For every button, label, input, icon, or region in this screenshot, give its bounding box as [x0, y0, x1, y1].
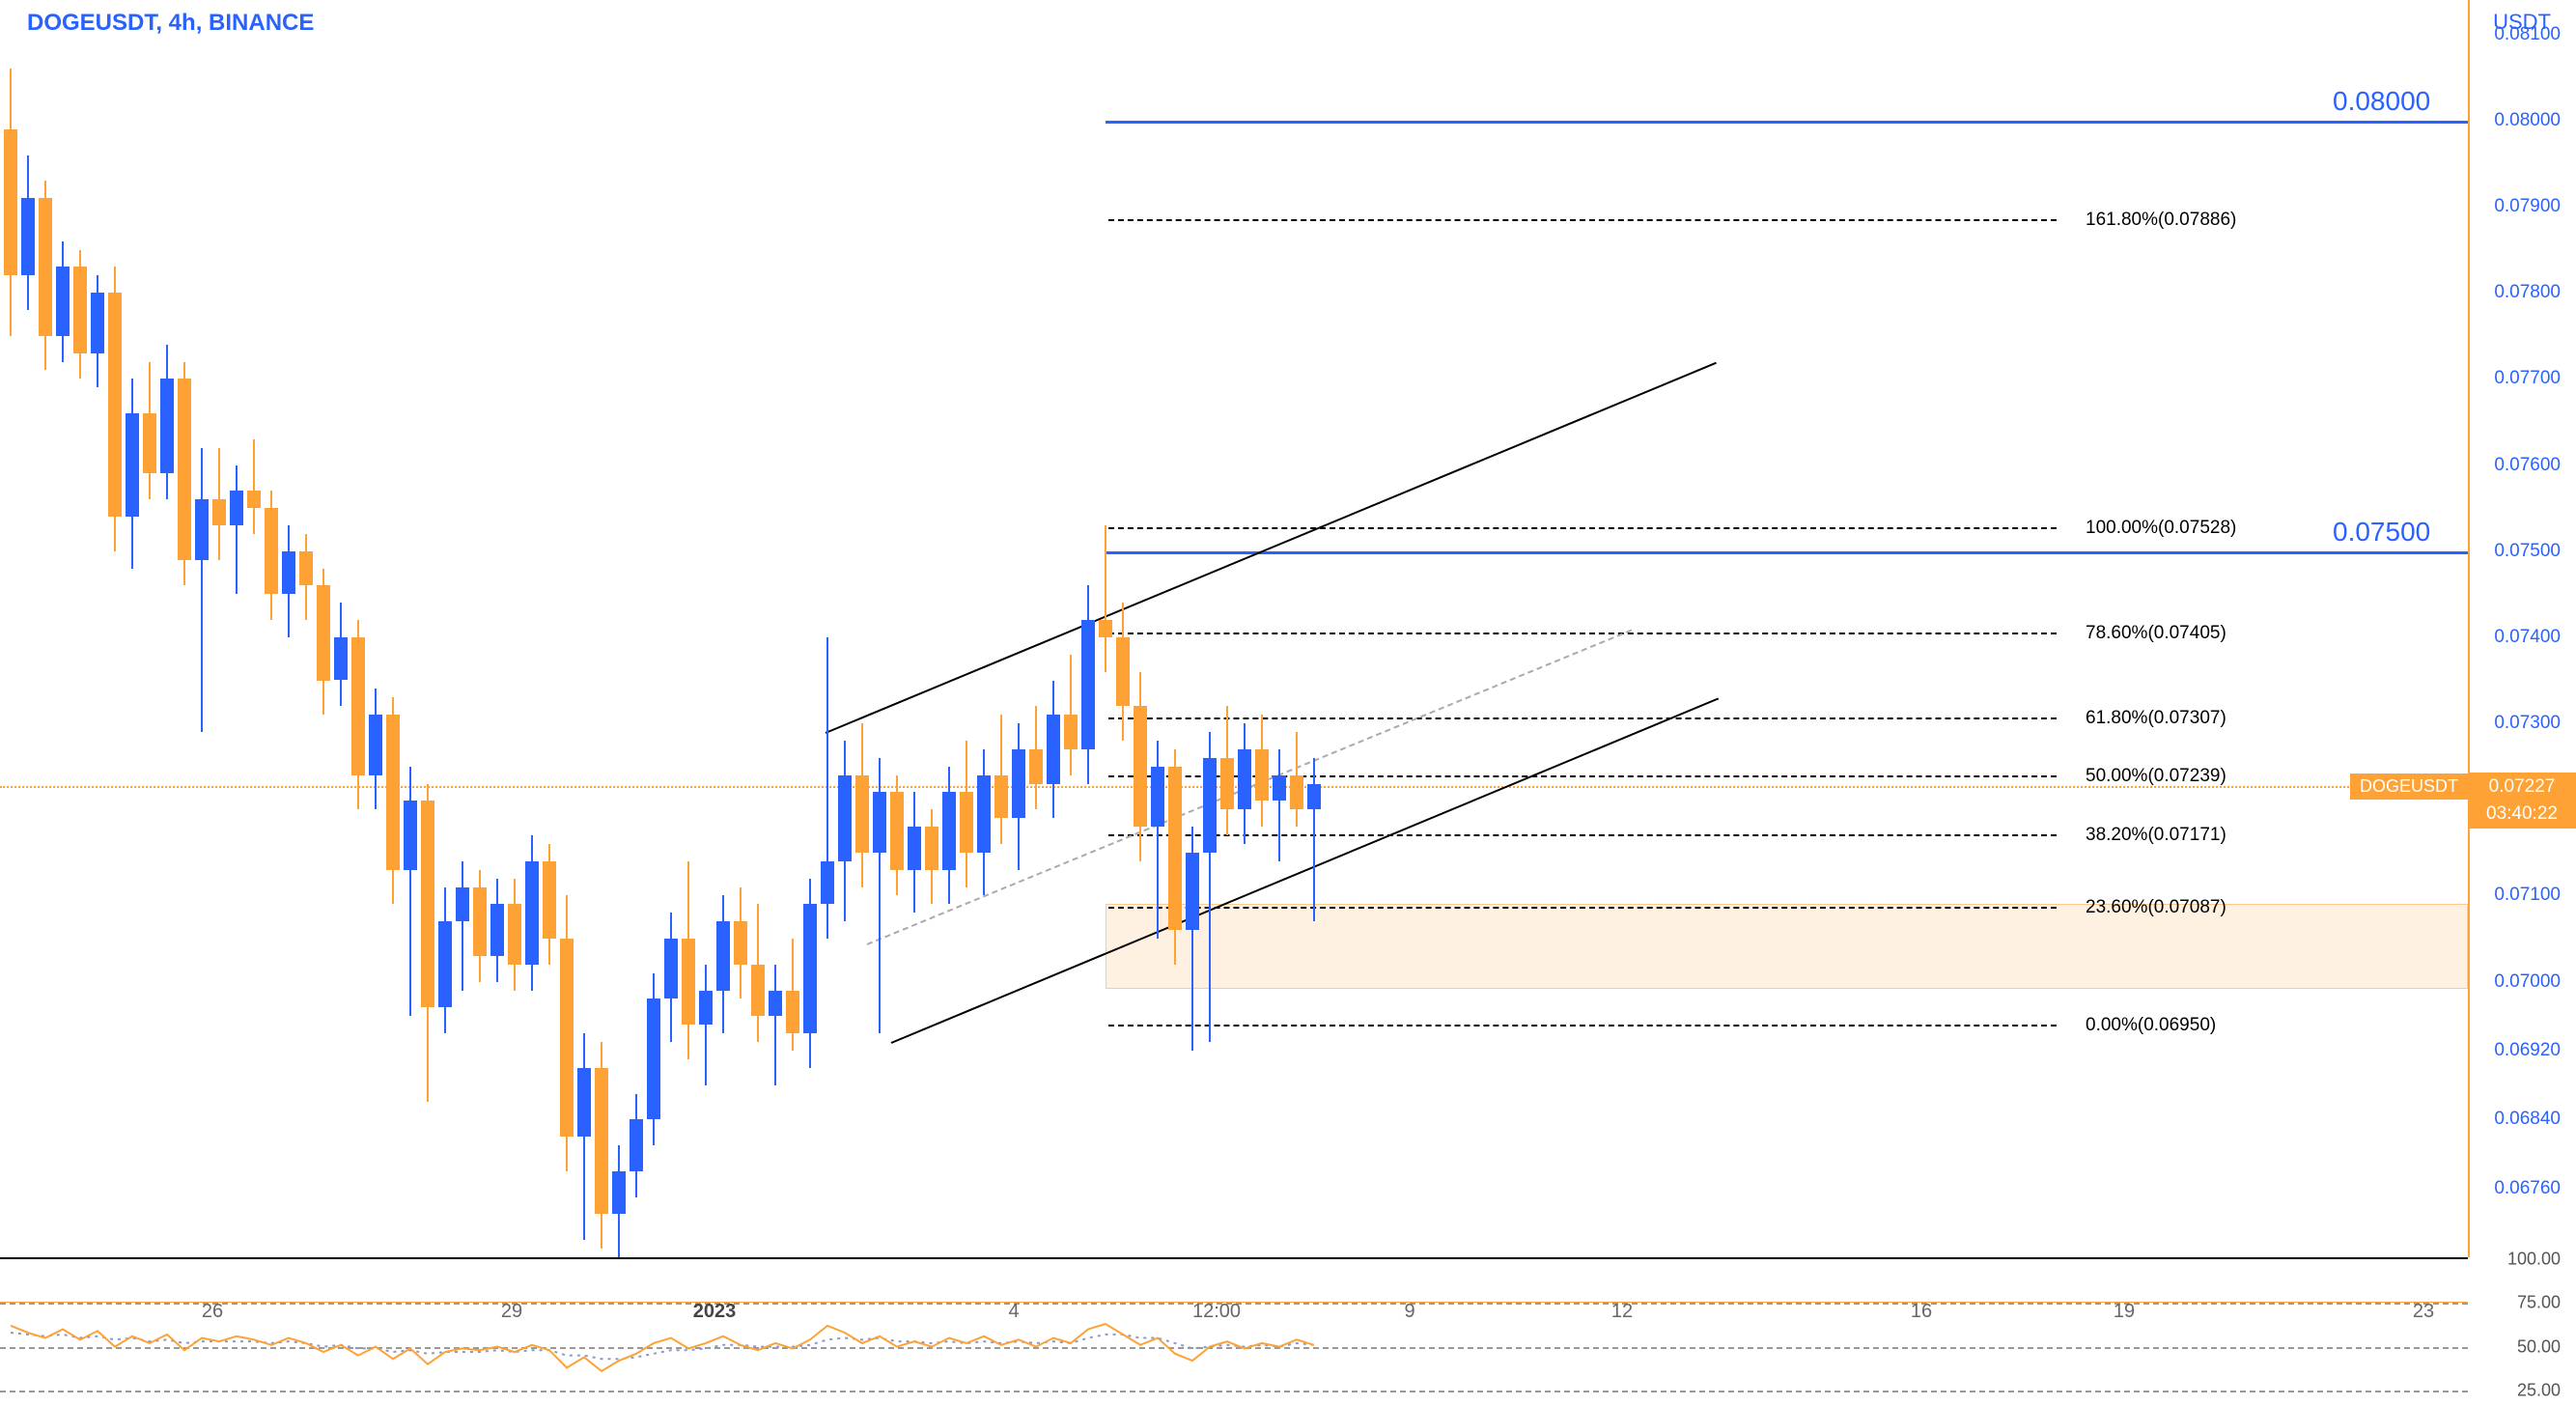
time-tick: 9 [1404, 1301, 1414, 1323]
fib-level-line[interactable] [1108, 527, 2057, 529]
price-tick: 0.07800 [2494, 282, 2561, 303]
price-tick: 0.07600 [2494, 455, 2561, 476]
time-axis[interactable]: 26 29 2023 4 12:00 9 12 16 19 23 [0, 1302, 2468, 1344]
demand-zone[interactable] [1106, 904, 2468, 988]
price-tick: 0.06760 [2494, 1178, 2561, 1199]
fib-level-line[interactable] [1108, 219, 2057, 221]
fib-level-line[interactable] [1108, 834, 2057, 836]
price-tick: 0.07000 [2494, 971, 2561, 993]
fib-level-label: 100.00%(0.07528) [2086, 518, 2236, 539]
countdown-tag: 03:40:22 [2468, 800, 2576, 829]
price-tick: 0.08100 [2494, 24, 2561, 45]
price-tick: 0.08000 [2494, 110, 2561, 131]
time-tick: 26 [202, 1301, 223, 1323]
fib-level-label: 161.80%(0.07886) [2086, 210, 2236, 231]
fib-level-label: 78.60%(0.07405) [2086, 623, 2226, 644]
time-tick: 29 [501, 1301, 522, 1323]
fib-level-line[interactable] [1108, 1025, 2057, 1026]
time-tick: 23 [2413, 1301, 2434, 1323]
fib-level-label: 50.00%(0.07239) [2086, 766, 2226, 787]
indicator-tick: 50.00 [2517, 1336, 2561, 1357]
current-price-tag: 0.07227 [2468, 773, 2576, 801]
indicator-tick: 25.00 [2517, 1380, 2561, 1400]
horizontal-price-line[interactable] [1106, 551, 2468, 554]
trend-line[interactable] [826, 362, 1718, 734]
fib-level-label: 23.60%(0.07087) [2086, 897, 2226, 918]
time-tick: 2023 [693, 1301, 737, 1323]
main-price-chart[interactable]: DOGEUSDT 0.08000 0.07500 161.80%(0.07886) 10… [0, 0, 2468, 1257]
time-tick: 16 [1911, 1301, 1932, 1323]
fib-level-line[interactable] [1108, 717, 2057, 719]
time-tick: 19 [2114, 1301, 2135, 1323]
price-tick: 0.07300 [2494, 713, 2561, 734]
price-tick: 0.07400 [2494, 627, 2561, 648]
time-tick: 12:00 [1192, 1301, 1241, 1323]
horizontal-price-label: 0.08000 [2333, 86, 2430, 117]
time-tick: 12 [1611, 1301, 1633, 1323]
fib-level-line[interactable] [1108, 907, 2057, 909]
fib-level-line[interactable] [1108, 633, 2057, 634]
fib-level-label: 0.00%(0.06950) [2086, 1015, 2216, 1036]
horizontal-price-line[interactable] [1106, 121, 2468, 124]
fib-level-label: 61.80%(0.07307) [2086, 708, 2226, 729]
horizontal-price-label: 0.07500 [2333, 517, 2430, 548]
time-tick: 4 [1008, 1301, 1019, 1323]
price-tick: 0.06920 [2494, 1040, 2561, 1061]
price-axis[interactable]: 0.08100 0.08000 0.07900 0.07800 0.07700 0.076… [2468, 0, 2576, 1257]
symbol-flag: DOGEUSDT [2350, 773, 2468, 800]
price-tick: 0.07500 [2494, 541, 2561, 562]
price-tick: 0.07100 [2494, 885, 2561, 906]
indicator-tick: 75.00 [2517, 1293, 2561, 1313]
fib-level-label: 38.20%(0.07171) [2086, 825, 2226, 846]
price-tick: 0.07900 [2494, 196, 2561, 217]
price-tick: 0.07700 [2494, 368, 2561, 389]
price-tick: 0.06840 [2494, 1109, 2561, 1130]
